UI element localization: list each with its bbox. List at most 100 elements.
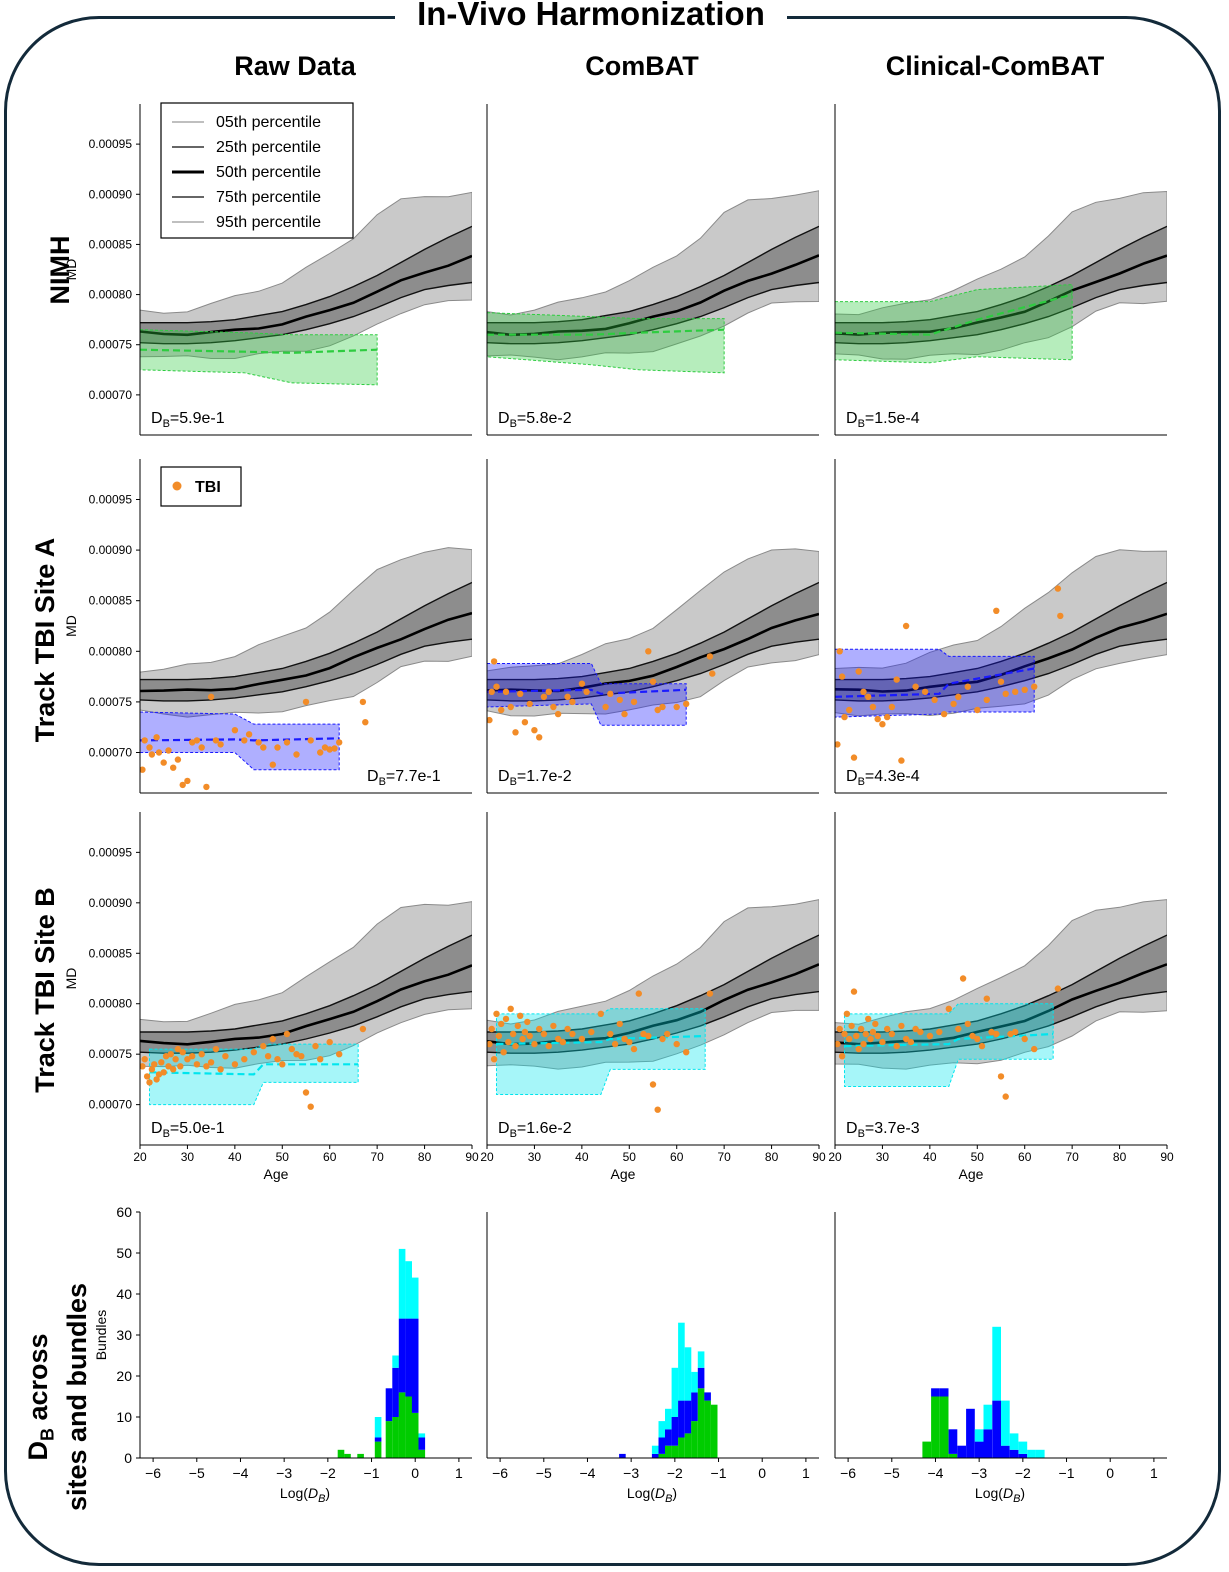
tbi-point (148, 1066, 156, 1073)
tbi-point (846, 1035, 853, 1043)
tbi-point (490, 658, 498, 665)
tbi-point (921, 688, 929, 695)
panel-plot-area (835, 549, 1167, 764)
histogram-bar-cyan (392, 1355, 399, 1368)
tbi-point (198, 744, 205, 751)
p75-line (140, 225, 472, 324)
x-tick-label: 50 (971, 1150, 985, 1164)
tbi-point (359, 698, 367, 706)
tbi-point (884, 1025, 891, 1033)
p25-p75-band (487, 226, 819, 344)
tbi-point (978, 1042, 986, 1050)
tbi-point (846, 706, 853, 714)
tbi-point (902, 1035, 910, 1043)
y-tick-label: 0.00090 (89, 896, 133, 910)
tbi-point (331, 745, 338, 752)
histogram-bar-green (398, 1392, 406, 1458)
tbi-point (174, 756, 182, 763)
p25-line (487, 638, 819, 702)
tbi-point (359, 1025, 367, 1033)
histogram-bar-blue (697, 1367, 705, 1389)
tbi-point (974, 706, 981, 714)
tbi-point (283, 1030, 291, 1038)
histogram-bar-cyan (651, 1445, 659, 1454)
tbi-point (245, 731, 253, 738)
tbi-point (531, 727, 538, 734)
x-tick-label: 20 (828, 1150, 842, 1164)
hist-x-tick-label: −3 (971, 1465, 987, 1481)
histogram-bar-cyan (411, 1277, 419, 1319)
tbi-point (498, 1020, 505, 1028)
tbi-point (536, 734, 543, 741)
histogram-bar-blue (974, 1441, 984, 1458)
hist-y-tick-label: 40 (116, 1286, 132, 1302)
y-tick-label: 0.00075 (89, 338, 133, 352)
histogram-panel-1: −6 −5 −4 −3 −2 −1 0 1 Log(DB) 0 10 20 30 40 50 60 Bundle… (93, 1204, 472, 1505)
tbi-point (838, 1053, 846, 1060)
normative-panel-1-2: DB=5.8e-2 (486, 104, 819, 436)
tbi-point (158, 1059, 165, 1066)
tbi-point (841, 713, 848, 721)
histogram-bar-cyan (658, 1421, 666, 1438)
hist-y-axis-label: Bundles (93, 1310, 109, 1361)
tbi-point (683, 1049, 690, 1056)
tbi-point (616, 1020, 623, 1028)
tbi-point (983, 995, 990, 1002)
p05-p95-band (140, 547, 472, 718)
tbi-point (893, 676, 900, 683)
histogram-bar-green (665, 1445, 672, 1458)
tbi-point (569, 1030, 576, 1038)
tbi-point (146, 744, 153, 751)
tbi-point (611, 1040, 619, 1048)
tbi-point (148, 751, 156, 758)
normative-panel-2-2: DB=1.7e-2 (486, 459, 819, 794)
p25-line (140, 990, 472, 1054)
tbi-point (283, 739, 291, 746)
hist-x-tick-label: −6 (840, 1465, 856, 1481)
hist-x-tick-label: 1 (802, 1465, 810, 1481)
histogram-bar-blue (931, 1388, 940, 1397)
tbi-point (1021, 1035, 1028, 1043)
tbi-point (507, 703, 514, 711)
p50-line (487, 254, 819, 337)
tbi-point (950, 700, 957, 708)
tbi-point (569, 698, 576, 706)
hist-x-tick-label: −4 (579, 1465, 595, 1481)
hist-x-tick-label: −2 (1015, 1465, 1031, 1481)
tbi-point (630, 698, 638, 706)
tbi-point (298, 1053, 305, 1060)
tbi-point (155, 749, 163, 756)
p25-line (835, 281, 1167, 345)
histogram-bar-green (337, 1449, 345, 1458)
normative-panel-2-3: DB=4.3e-4 (834, 459, 1167, 794)
tbi-point (857, 1025, 865, 1033)
histogram-bar-blue (1018, 1453, 1028, 1458)
tbi-point (1002, 1093, 1009, 1100)
histogram-bar-blue (983, 1429, 993, 1458)
tbi-point (855, 1045, 862, 1053)
tbi-point (836, 648, 843, 655)
tbi-point (302, 1089, 310, 1096)
tbi-point (140, 766, 146, 773)
db-score-label: DB=3.7e-3 (846, 1120, 920, 1140)
tbi-point (521, 1028, 529, 1036)
histogram-bar-cyan (671, 1367, 679, 1417)
tbi-point (153, 734, 160, 741)
p05-p95-band (487, 548, 819, 717)
hist-x-tick-label: −1 (711, 1465, 727, 1481)
hist-y-tick-label: 60 (116, 1204, 132, 1220)
tbi-point (222, 1053, 229, 1060)
tbi-point (507, 1005, 514, 1012)
db-score-label: DB=5.8e-2 (498, 410, 572, 430)
tbi-point (874, 1032, 881, 1040)
tbi-point (1031, 683, 1038, 690)
tbi-point (926, 1032, 934, 1040)
site-percentile-band (140, 711, 340, 771)
tbi-point (336, 1051, 343, 1058)
histogram-bar-blue (966, 1408, 975, 1458)
tbi-point (495, 1032, 503, 1040)
tbi-point (988, 1028, 995, 1036)
tbi-point (902, 622, 910, 630)
histogram-bar-cyan (1009, 1433, 1019, 1450)
tbi-point (307, 1103, 314, 1110)
